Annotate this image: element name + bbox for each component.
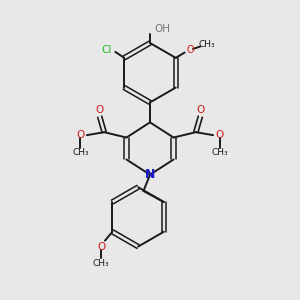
- Text: O: O: [187, 44, 194, 55]
- Text: O: O: [97, 242, 105, 252]
- Text: CH₃: CH₃: [93, 259, 110, 268]
- Text: N: N: [145, 168, 155, 181]
- Text: O: O: [76, 130, 85, 140]
- Text: CH₃: CH₃: [211, 148, 228, 158]
- Text: CH₃: CH₃: [199, 40, 215, 49]
- Text: O: O: [197, 105, 205, 115]
- Text: OH: OH: [154, 24, 170, 34]
- Text: O: O: [215, 130, 224, 140]
- Text: CH₃: CH₃: [72, 148, 89, 158]
- Text: Cl: Cl: [102, 45, 112, 56]
- Text: O: O: [95, 105, 103, 115]
